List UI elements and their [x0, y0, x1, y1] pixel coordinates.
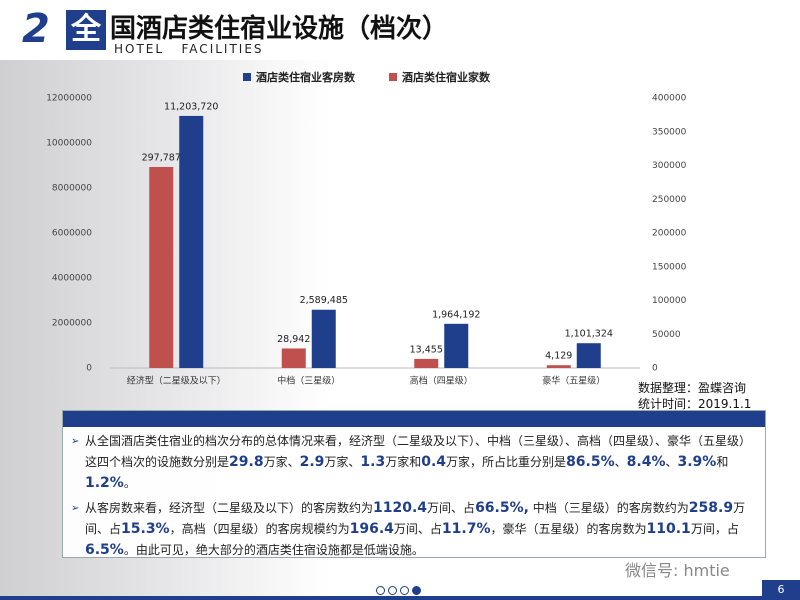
note-text: 110.1 — [646, 521, 691, 537]
chart: 0200000040000006000000800000010000000120… — [46, 70, 687, 387]
subtitle: HOTEL FACILITIES — [114, 42, 264, 56]
value-label: 11,203,720 — [164, 101, 218, 112]
x-tick-label: 豪华（五星级） — [542, 375, 605, 387]
note-text: 1.3 — [360, 454, 386, 470]
y2-tick-label: 250000 — [652, 195, 687, 205]
note-text: 66.5%, — [475, 500, 529, 516]
y-tick-label: 0 — [86, 364, 92, 374]
source-line: 统计时间：2019.1.1 — [638, 397, 752, 411]
value-label: 1,101,324 — [565, 329, 613, 340]
note-text: 万间、占 — [427, 501, 476, 515]
pagination — [376, 580, 424, 599]
bar — [179, 115, 204, 368]
note-text: ，高档（四星级）的客房规模约为 — [169, 522, 350, 536]
note-text: 6.5% — [85, 542, 124, 558]
note-text: 11.7% — [441, 521, 491, 537]
note-text: 8.4% — [626, 454, 666, 470]
title-first-char: 全 — [66, 10, 106, 50]
value-label: 13,455 — [410, 344, 443, 355]
bar — [444, 323, 469, 368]
note-text: 86.5% — [566, 454, 615, 470]
note-text: 万家，所占比重分别是 — [446, 455, 567, 469]
note-text: 万家、 — [263, 455, 300, 469]
note-text: 196.4 — [349, 521, 394, 537]
note-text: 1120.4 — [373, 500, 428, 516]
note-text: 万间、占 — [85, 501, 746, 536]
y-tick-label: 12000000 — [46, 94, 92, 104]
y2-tick-label: 200000 — [652, 229, 687, 239]
bar — [311, 309, 336, 368]
header: 2 全 国酒店类住宿业设施（档次） HOTEL FACILITIES — [0, 0, 800, 60]
page-dot[interactable] — [412, 586, 421, 595]
note-text: 、 — [614, 455, 627, 469]
y-tick-label: 10000000 — [46, 139, 92, 149]
footer: 6 — [0, 580, 800, 600]
note-text: 。 — [123, 476, 136, 490]
value-label: 2,589,485 — [300, 295, 348, 306]
y-tick-label: 6000000 — [52, 229, 92, 239]
page-dot[interactable] — [400, 586, 409, 595]
y-tick-label: 4000000 — [52, 274, 92, 284]
page-dot[interactable] — [388, 586, 397, 595]
y2-tick-label: 350000 — [652, 127, 687, 137]
note-text: 29.8 — [229, 454, 264, 470]
footer-bar — [0, 596, 800, 600]
value-label: 297,787 — [142, 152, 181, 163]
legend-swatch — [389, 73, 397, 81]
legend-swatch — [243, 73, 251, 81]
note-paragraph: 从客房数来看，经济型（二星级及以下）的客房数约为1120.4万间、占66.5%,… — [71, 498, 755, 561]
note-text: 2.9 — [299, 454, 325, 470]
x-tick-label: 高档（四星级） — [410, 375, 473, 387]
bar — [546, 365, 571, 368]
bar — [149, 166, 174, 368]
page-number: 6 — [762, 580, 800, 600]
y2-tick-label: 400000 — [652, 94, 687, 104]
note-text: ，豪华（五星级）的客房数为 — [490, 522, 647, 536]
notes-box: 从全国酒店类住宿业的档次分布的总体情况来看，经济型（二星级及以下）、中档（三星级… — [62, 410, 766, 558]
bar — [414, 358, 439, 368]
note-text: 、 — [665, 455, 678, 469]
note-text: 从全国酒店类住宿业的档次分布的总体情况来看，经济型（二星级及以下）、中档（三星级… — [85, 434, 752, 469]
note-text: 万间、占 — [393, 522, 442, 536]
notes-header-bar — [63, 411, 765, 427]
source-line: 数据整理：盈蝶咨询 — [638, 381, 747, 395]
x-tick-label: 中档（三星级） — [277, 375, 340, 387]
note-text: 3.9% — [677, 454, 717, 470]
note-text: 0.4 — [421, 454, 447, 470]
note-text: 中档（三星级）的客房数约为 — [528, 501, 689, 515]
y2-tick-label: 150000 — [652, 262, 687, 272]
x-tick-label: 经济型（二星级及以下） — [127, 375, 226, 387]
note-text: 万家和 — [385, 455, 422, 469]
y2-tick-label: 0 — [652, 364, 658, 374]
note-text: 258.9 — [688, 500, 734, 516]
note-text: 万家、 — [324, 455, 361, 469]
note-text: 和 — [716, 455, 729, 469]
note-text: 从客房数来看，经济型（二星级及以下）的客房数约为 — [85, 501, 374, 515]
source: 数据整理：盈蝶咨询 统计时间：2019.1.1 — [638, 380, 751, 412]
legend-label: 酒店类住宿业客房数 — [256, 70, 356, 84]
bar — [576, 343, 601, 368]
y-tick-label: 8000000 — [52, 184, 92, 194]
y2-tick-label: 100000 — [652, 296, 687, 306]
value-label: 28,942 — [277, 334, 310, 345]
note-text: 15.3% — [121, 521, 170, 537]
value-label: 1,964,192 — [432, 309, 480, 320]
y2-tick-label: 50000 — [652, 330, 681, 340]
y-tick-label: 2000000 — [52, 319, 92, 329]
note-text: 1.2% — [85, 475, 124, 491]
title: 国酒店类住宿业设施（档次） — [110, 14, 449, 44]
watermark: 微信号: hmtie — [625, 561, 730, 580]
page-dot[interactable] — [376, 586, 385, 595]
y2-tick-label: 300000 — [652, 161, 687, 171]
bar — [281, 348, 306, 368]
legend-label: 酒店类住宿业家数 — [402, 70, 491, 84]
note-text: 。由此可见，绝大部分的酒店类住宿设施都是低端设施。 — [123, 543, 424, 557]
note-text: 万间，占 — [690, 522, 739, 536]
value-label: 4,129 — [545, 351, 572, 362]
note-paragraph: 从全国酒店类住宿业的档次分布的总体情况来看，经济型（二星级及以下）、中档（三星级… — [71, 431, 755, 494]
section-number: 2 — [22, 6, 50, 52]
